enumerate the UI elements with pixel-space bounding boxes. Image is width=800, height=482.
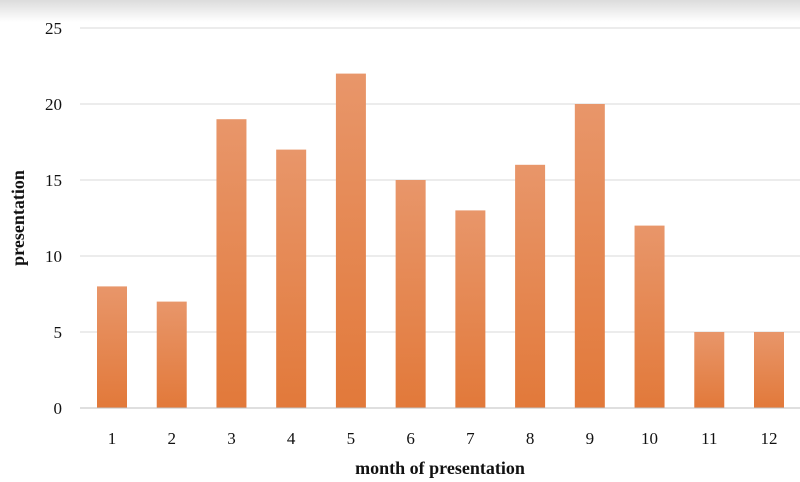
bar-month-1 <box>97 286 127 408</box>
x-tick-label: 4 <box>287 429 296 448</box>
y-axis-title: presentation <box>8 170 28 266</box>
y-tick-label: 25 <box>45 19 62 38</box>
bar-month-6 <box>395 180 426 408</box>
x-axis-title: month of presentation <box>355 458 525 478</box>
x-tick-label: 2 <box>167 429 176 448</box>
bar-month-8 <box>515 164 546 408</box>
x-tick-label: 1 <box>108 429 117 448</box>
bar-month-11 <box>694 332 725 408</box>
bar-month-5 <box>335 73 366 408</box>
bar-month-2 <box>156 301 187 408</box>
x-tick-label: 10 <box>641 429 658 448</box>
x-tick-label: 7 <box>466 429 475 448</box>
y-tick-label: 5 <box>54 323 63 342</box>
bars <box>97 73 784 408</box>
y-tick-label: 10 <box>45 247 62 266</box>
bar-month-10 <box>634 225 665 408</box>
x-tick-label: 5 <box>347 429 356 448</box>
y-tick-label: 20 <box>45 95 62 114</box>
x-axis-ticks: 1 2 3 4 5 6 7 8 9 10 11 12 <box>108 429 778 448</box>
top-shade <box>0 0 800 22</box>
x-tick-label: 8 <box>526 429 535 448</box>
bar-month-3 <box>216 119 247 408</box>
x-tick-label: 11 <box>701 429 717 448</box>
y-axis-ticks: 0 5 10 15 20 25 <box>45 19 62 418</box>
bar-month-12 <box>754 332 784 408</box>
bar-month-4 <box>276 149 307 408</box>
x-tick-label: 6 <box>406 429 415 448</box>
bar-month-9 <box>574 104 605 408</box>
x-tick-label: 9 <box>586 429 595 448</box>
y-tick-label: 0 <box>54 399 63 418</box>
x-tick-label: 12 <box>761 429 778 448</box>
bar-month-7 <box>455 210 486 408</box>
y-tick-label: 15 <box>45 171 62 190</box>
gridlines <box>80 27 800 333</box>
x-tick-label: 3 <box>227 429 236 448</box>
